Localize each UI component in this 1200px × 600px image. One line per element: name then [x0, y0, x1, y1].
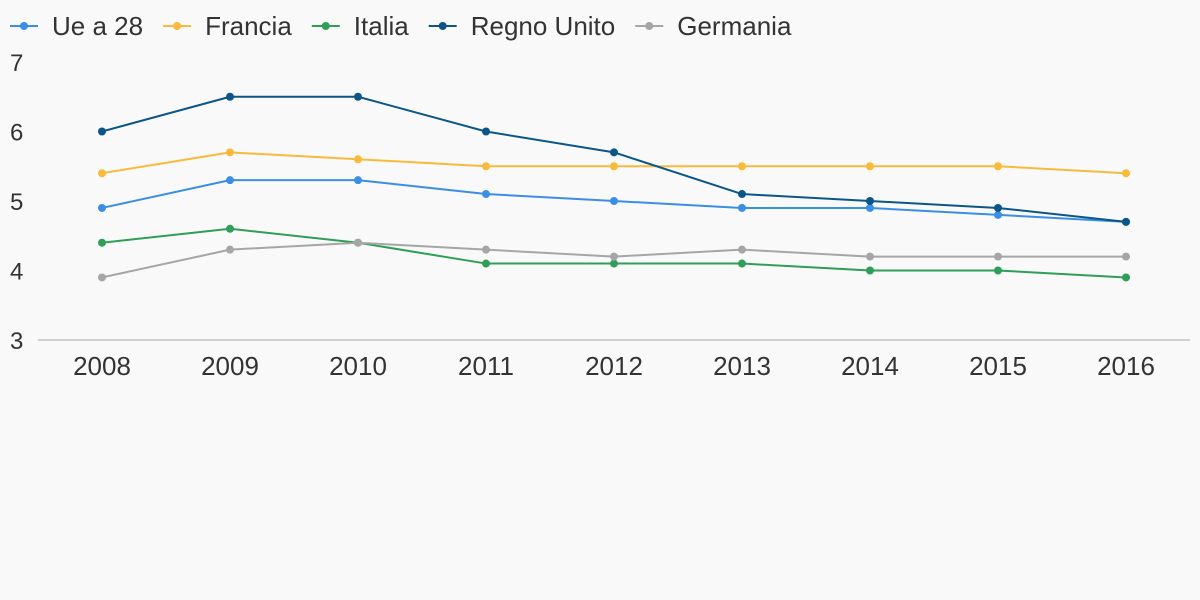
data-point-italia-2009[interactable] — [226, 224, 234, 233]
y-tick-label-5: 5 — [10, 189, 23, 216]
legend-item-ue-a-28[interactable]: Ue a 28 — [10, 11, 143, 41]
legend-label-regno-unito: Regno Unito — [471, 11, 616, 41]
data-point-ue-a-28-2012[interactable] — [610, 197, 618, 205]
legend-marker-dot-italia — [321, 22, 330, 30]
data-point-ue-a-28-2010[interactable] — [354, 176, 362, 185]
legend-label-ue-a-28: Ue a 28 — [52, 11, 143, 41]
data-point-francia-2010[interactable] — [354, 155, 362, 164]
data-point-germania-2008[interactable] — [98, 273, 106, 282]
data-point-francia-2014[interactable] — [866, 162, 874, 171]
data-point-regno-unito-2014[interactable] — [866, 197, 874, 205]
y-axis: 3 4 5 6 7 — [10, 50, 23, 355]
legend-item-regno-unito[interactable]: Regno Unito — [428, 11, 616, 41]
x-tick-label-2014: 2014 — [841, 351, 899, 381]
legend-label-italia: Italia — [354, 11, 409, 41]
legend: Ue a 28 Francia Italia Regno Unito Germania — [10, 11, 792, 41]
series-francia — [98, 148, 1130, 178]
data-point-francia-2011[interactable] — [482, 162, 490, 171]
data-point-ue-a-28-2008[interactable] — [98, 203, 106, 212]
legend-label-germania: Germania — [677, 11, 792, 41]
y-tick-label-7: 7 — [10, 50, 23, 77]
data-point-ue-a-28-2013[interactable] — [738, 203, 746, 212]
data-point-ue-a-28-2011[interactable] — [482, 190, 490, 199]
legend-item-italia[interactable]: Italia — [311, 11, 409, 41]
y-tick-label-6: 6 — [10, 120, 23, 147]
legend-marker-dot-francia — [173, 22, 182, 30]
data-point-germania-2016[interactable] — [1122, 252, 1130, 261]
data-point-italia-2011[interactable] — [482, 259, 490, 268]
data-point-italia-2014[interactable] — [866, 266, 874, 275]
legend-item-francia[interactable]: Francia — [163, 11, 292, 41]
data-point-italia-2012[interactable] — [610, 259, 618, 268]
data-point-germania-2011[interactable] — [482, 245, 490, 254]
y-tick-label-4: 4 — [10, 259, 23, 286]
data-point-regno-unito-2013[interactable] — [738, 190, 746, 199]
y-tick-label-3: 3 — [10, 328, 23, 355]
x-tick-label-2008: 2008 — [73, 351, 131, 381]
legend-label-francia: Francia — [205, 11, 292, 41]
x-tick-label-2010: 2010 — [329, 351, 387, 381]
data-point-ue-a-28-2014[interactable] — [866, 203, 874, 212]
x-tick-label-2009: 2009 — [201, 351, 259, 381]
legend-item-germania[interactable]: Germania — [635, 11, 792, 41]
data-point-francia-2012[interactable] — [610, 162, 618, 171]
x-tick-label-2016: 2016 — [1097, 351, 1155, 381]
data-point-francia-2013[interactable] — [738, 162, 746, 171]
data-point-germania-2010[interactable] — [354, 238, 362, 247]
data-point-germania-2014[interactable] — [866, 252, 874, 261]
data-point-germania-2009[interactable] — [226, 245, 234, 254]
data-point-regno-unito-2011[interactable] — [482, 127, 490, 136]
series-germania — [98, 238, 1130, 282]
data-point-ue-a-28-2009[interactable] — [226, 176, 234, 185]
legend-marker-dot-germania — [645, 22, 654, 30]
legend-marker-dot-regno-unito — [438, 22, 447, 30]
series-ue-a-28 — [98, 176, 1130, 226]
data-point-francia-2008[interactable] — [98, 169, 106, 178]
x-tick-label-2012: 2012 — [585, 351, 643, 381]
data-point-italia-2008[interactable] — [98, 238, 106, 247]
plot-area — [98, 92, 1130, 282]
data-point-germania-2015[interactable] — [994, 252, 1002, 261]
data-point-regno-unito-2015[interactable] — [994, 203, 1002, 212]
x-axis: 2008 2009 2010 2011 2012 2013 2014 2015 2016 — [73, 351, 1155, 381]
series-regno-unito — [98, 92, 1130, 226]
data-point-germania-2012[interactable] — [610, 252, 618, 261]
data-point-ue-a-28-2015[interactable] — [994, 210, 1002, 219]
data-point-regno-unito-2016[interactable] — [1122, 217, 1130, 226]
x-tick-label-2011: 2011 — [458, 351, 514, 381]
data-point-regno-unito-2009[interactable] — [226, 92, 234, 101]
data-point-francia-2009[interactable] — [226, 148, 234, 157]
x-tick-label-2015: 2015 — [969, 351, 1027, 381]
data-point-regno-unito-2012[interactable] — [610, 148, 618, 157]
data-point-italia-2015[interactable] — [994, 266, 1002, 275]
data-point-germania-2013[interactable] — [738, 245, 746, 254]
data-point-francia-2016[interactable] — [1122, 169, 1130, 178]
legend-marker-dot-ue-a-28 — [20, 22, 28, 30]
data-point-italia-2013[interactable] — [738, 259, 746, 268]
data-point-italia-2016[interactable] — [1122, 273, 1130, 282]
data-point-regno-unito-2008[interactable] — [98, 127, 106, 136]
data-point-francia-2015[interactable] — [994, 162, 1002, 171]
data-point-regno-unito-2010[interactable] — [354, 92, 362, 101]
x-tick-label-2013: 2013 — [713, 351, 771, 381]
